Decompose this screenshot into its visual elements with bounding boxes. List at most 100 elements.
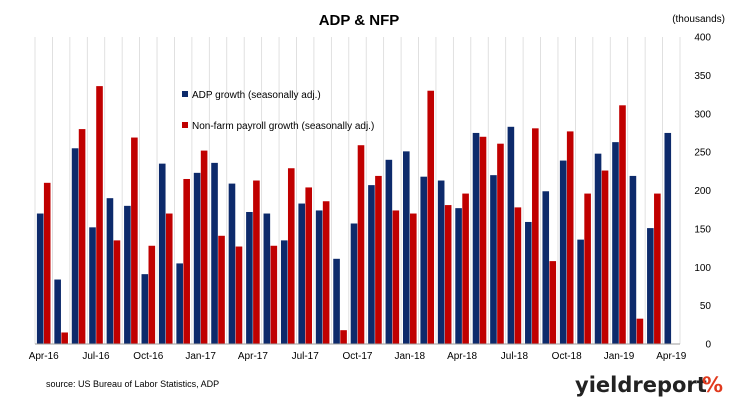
bar-nfp [619, 105, 626, 345]
grid [34, 37, 681, 344]
bar-nfp [61, 332, 68, 344]
chart-title: ADP & NFP [319, 12, 400, 29]
bar-nfp [270, 245, 278, 344]
bar-adp [472, 132, 480, 344]
bar-adp [54, 279, 61, 344]
x-tick-label: Jan-17 [185, 351, 216, 362]
y-tick-label: 150 [694, 224, 711, 235]
bar-nfp [462, 193, 469, 344]
bar-nfp [235, 246, 243, 344]
bar-adp [612, 142, 619, 344]
bar-nfp [514, 207, 522, 344]
bar-adp [402, 151, 410, 344]
bar-adp [577, 239, 584, 344]
bar-adp [629, 175, 637, 344]
bar-nfp [532, 128, 539, 344]
bar-nfp [218, 235, 225, 344]
bar-adp [106, 198, 114, 344]
legend-label-nfp: Non-farm payroll growth (seasonally adj.… [192, 121, 374, 132]
bar-adp [437, 180, 445, 344]
y-tick-label: 350 [694, 71, 711, 82]
bar-nfp [566, 131, 574, 344]
y-tick-label: 250 [694, 148, 711, 159]
bar-adp [211, 162, 218, 344]
bar-nfp [479, 136, 487, 344]
bar-adp [89, 227, 96, 344]
x-tick-label: Apr-16 [29, 351, 59, 362]
x-tick-label: Oct-17 [342, 351, 372, 362]
x-tick-label: Oct-18 [552, 351, 582, 362]
bar-adp [36, 213, 44, 344]
bar-adp [246, 211, 253, 344]
bar-nfp [43, 182, 51, 344]
logo-wordmark: yieldreport [575, 373, 707, 397]
y-tick-label: 300 [694, 109, 711, 120]
bar-nfp [584, 193, 591, 344]
bar-nfp [340, 330, 347, 344]
bar-nfp [305, 187, 313, 344]
x-tick-label: Oct-16 [133, 351, 163, 362]
bar-adp [559, 160, 567, 344]
bar-nfp [497, 143, 504, 344]
bar-adp [594, 153, 602, 344]
bar-nfp [287, 168, 295, 344]
bar-adp [158, 163, 166, 344]
bar-adp [385, 159, 393, 344]
bar-nfp [601, 170, 609, 344]
bar-adp [71, 148, 79, 344]
bar-adp [420, 176, 428, 344]
bar-nfp [549, 261, 557, 344]
bar-nfp [253, 180, 260, 344]
bar-adp [455, 208, 462, 344]
bar-nfp [375, 175, 382, 344]
bar-nfp [444, 205, 452, 344]
yieldreport-logo: yieldreport % [575, 373, 723, 397]
source-note: source: US Bureau of Labor Statistics, A… [46, 379, 219, 389]
bar-adp [298, 203, 306, 344]
x-tick-label: Apr-17 [238, 351, 268, 362]
bar-nfp [96, 86, 103, 345]
bar-nfp [654, 193, 661, 344]
legend-swatch-adp [182, 91, 188, 97]
legend-swatch-nfp [182, 122, 188, 128]
bar-adp [350, 223, 358, 344]
bar-nfp [78, 129, 86, 344]
bar-adp [664, 132, 672, 344]
bar-adp [228, 183, 236, 344]
bar-adp [280, 240, 288, 344]
bar-nfp [165, 213, 173, 344]
x-axis-ticks: Apr-16 Jul-16 Oct-16 Jan-17 Apr-17 Jul-17 Oct-… [29, 351, 687, 362]
x-tick-label: Jul-17 [292, 351, 320, 362]
bar-adp [141, 274, 149, 344]
y-tick-label: 0 [705, 340, 711, 351]
x-tick-label: Jan-19 [604, 351, 635, 362]
bar-nfp [409, 213, 417, 344]
bar-adp [263, 213, 271, 344]
bar-nfp [148, 245, 156, 344]
bar-nfp [200, 150, 208, 344]
bar-adp [124, 205, 131, 344]
bar-adp [193, 172, 201, 344]
x-tick-label: Apr-18 [447, 351, 477, 362]
bar-nfp [131, 137, 138, 344]
bar-nfp [392, 210, 400, 344]
bar-nfp [322, 201, 330, 344]
bar-nfp [113, 240, 121, 344]
bar-adp [490, 175, 497, 344]
bars [36, 86, 672, 345]
x-tick-label: Jul-18 [501, 351, 529, 362]
percent-icon: % [702, 373, 723, 397]
bar-adp [525, 221, 532, 344]
bar-nfp [357, 145, 365, 344]
y-tick-label: 400 [694, 33, 711, 44]
y-tick-label: 100 [694, 263, 711, 274]
x-tick-label: Jul-16 [82, 351, 110, 362]
y-axis-ticks: 0 50 100 150 200 250 300 350 400 [694, 33, 711, 351]
bar-adp [333, 258, 340, 344]
bar-adp [315, 210, 323, 344]
bar-adp [542, 191, 550, 344]
legend-label-adp: ADP growth (seasonally adj.) [192, 90, 321, 101]
x-tick-label: Apr-19 [656, 351, 686, 362]
bar-nfp [427, 90, 435, 344]
